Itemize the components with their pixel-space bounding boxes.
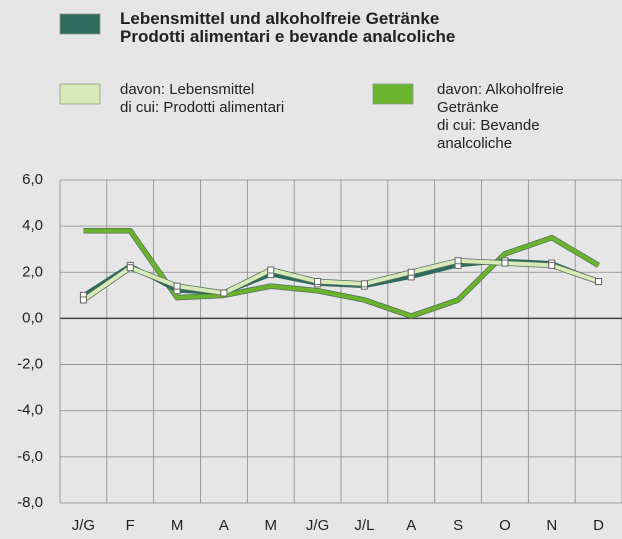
x-tick-label: S [453, 517, 463, 534]
point-marker [595, 278, 603, 286]
y-tick-label: 6,0 [22, 171, 43, 188]
x-tick-label: M [171, 517, 184, 534]
x-tick-label: M [265, 517, 278, 534]
x-tick-label: J/L [354, 517, 374, 534]
point-marker [548, 261, 556, 269]
x-tick-label: A [406, 517, 416, 534]
y-tick-label: -8,0 [17, 494, 43, 511]
point-marker [314, 278, 322, 286]
x-tick-label: A [219, 517, 229, 534]
point-marker [126, 264, 134, 272]
x-tick-label: O [499, 517, 511, 534]
x-tick-label: J/G [72, 517, 95, 534]
y-tick-label: -2,0 [17, 356, 43, 373]
legend-swatch [372, 83, 414, 105]
x-tick-label: N [546, 517, 557, 534]
y-tick-label: 4,0 [22, 217, 43, 234]
legend-swatch [59, 13, 101, 35]
y-tick-label: 0,0 [22, 309, 43, 326]
legend-swatch [59, 83, 101, 105]
x-tick-label: D [593, 517, 604, 534]
y-tick-label: -6,0 [17, 448, 43, 465]
point-marker [79, 296, 87, 304]
point-marker [454, 257, 462, 265]
point-marker [501, 259, 509, 267]
y-tick-label: -4,0 [17, 402, 43, 419]
point-marker [220, 289, 228, 297]
legend-label: davon: Alkoholfreie Getränke di cui: Bevan… [437, 81, 564, 152]
x-tick-label: J/G [306, 517, 329, 534]
point-marker [173, 282, 181, 290]
y-tick-label: 2,0 [22, 263, 43, 280]
series-line [82, 258, 600, 302]
point-marker [407, 268, 415, 276]
legend-label: davon: Lebensmittel di cui: Prodotti alim… [120, 81, 284, 116]
x-tick-label: F [126, 517, 135, 534]
point-marker [267, 266, 275, 274]
point-marker [360, 280, 368, 288]
legend-label: Lebensmittel und alkoholfreie Getränke Pr… [120, 9, 455, 46]
